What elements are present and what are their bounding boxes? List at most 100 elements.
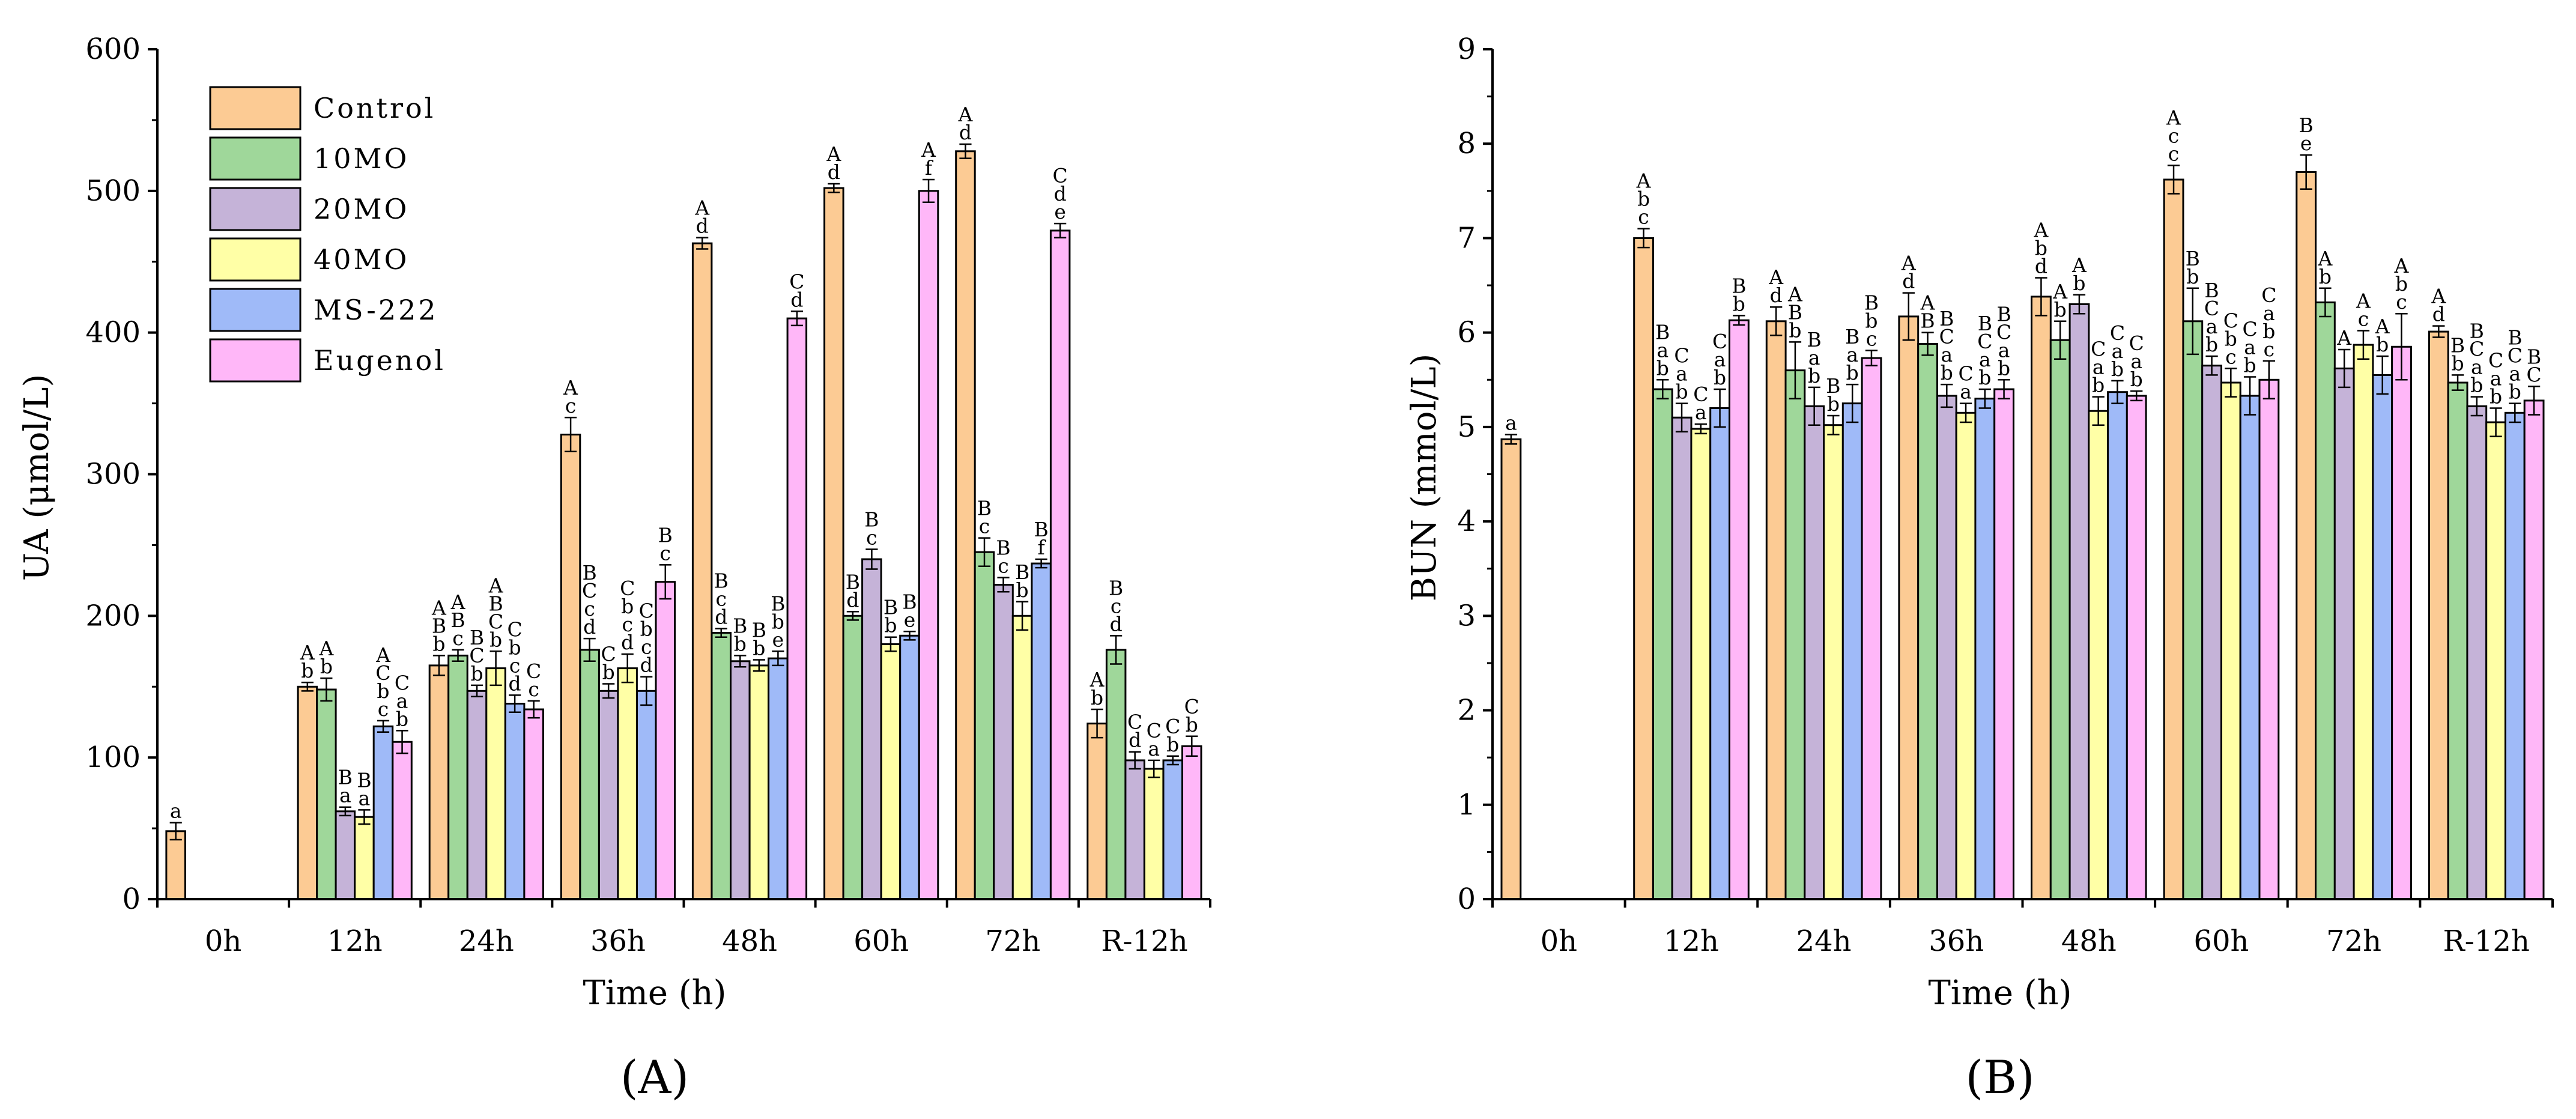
legend-swatch-40MO	[209, 237, 302, 282]
bar-a-10MO-12h	[316, 688, 337, 900]
bar-b-MS-222-48h	[2107, 391, 2128, 900]
bar-b-20MO-60h	[2201, 365, 2222, 900]
bar-a-10MO-72h	[974, 551, 995, 900]
error-bar-a-Control-12h	[301, 681, 314, 692]
bar-b-Eugenol-72h	[2391, 345, 2412, 900]
bar-b-MS-222-60h	[2239, 395, 2261, 900]
bar-a-20MO-24h	[466, 690, 488, 900]
error-bar-b-10MO-72h	[2319, 287, 2332, 318]
bar-b-40MO-48h	[2088, 410, 2109, 900]
legend-swatch-Control	[209, 86, 302, 130]
error-bar-b-10MO-48h	[2054, 320, 2067, 360]
panel-b-label: (B)	[1965, 1051, 2034, 1104]
error-bar-b-MS-222-48h	[2111, 380, 2124, 404]
error-bar-b-Eugenol-24h	[1865, 350, 1878, 366]
x-tick-label-a-0h: 0h	[205, 924, 241, 958]
x-tick-label-a-36h: 36h	[590, 924, 646, 958]
x-tick-label-b-36h: 36h	[1929, 924, 1984, 958]
x-tick-label-a-48h: 48h	[722, 924, 777, 958]
error-bar-a-40MO-36h	[621, 653, 634, 684]
bar-b-40MO-36h	[1955, 411, 1977, 900]
y-tick-label-a-400: 400	[85, 316, 141, 350]
error-bar-a-20MO-48h	[734, 655, 747, 668]
error-bar-b-Control-48h	[2035, 277, 2047, 317]
bar-a-MS-222-48h	[768, 657, 789, 900]
bar-b-Eugenol-48h	[2126, 395, 2147, 900]
y-tick-label-b-4: 4	[1457, 505, 1476, 538]
error-bar-a-Eugenol-72h	[1054, 222, 1067, 238]
error-bar-b-Eugenol-48h	[2130, 390, 2143, 402]
bar-b-40MO-72h	[2353, 344, 2374, 900]
bar-b-Eugenol-60h	[2258, 378, 2280, 900]
error-bar-b-40MO-24h	[1827, 414, 1840, 435]
bar-b-10MO-60h	[2182, 320, 2204, 900]
error-bar-a-Eugenol-48h	[790, 311, 804, 327]
bar-a-Control-60h	[823, 187, 844, 900]
panel-b-xlabel: Time (h)	[1928, 974, 2071, 1013]
error-bar-a-40MO-24h	[489, 650, 502, 687]
panel-a-axes: 0 100 200 300 400 500 600 0h 12h 24h 36h 48h 60h 72h R…	[85, 32, 1211, 958]
error-bar-a-MS-222-R-12h	[1166, 755, 1179, 766]
bar-a-40MO-12h	[354, 816, 375, 900]
bar-b-Eugenol-24h	[1861, 357, 1882, 900]
error-bar-b-MS-222-24h	[1846, 383, 1859, 423]
y-tick-label-b-1: 1	[1457, 788, 1476, 822]
x-tick-label-b-48h: 48h	[2061, 924, 2117, 958]
panel-b-axes: 0 1 2 3 4 5 6 7 8 9 0h 12h 24h 36h 48h 60h 72h R-12h	[1457, 32, 2554, 958]
significance-label-b-Control-0h: a	[1505, 411, 1517, 434]
bar-b-Eugenol-36h	[1993, 388, 2014, 900]
error-bar-a-Control-60h	[828, 183, 840, 193]
bar-a-Eugenol-72h	[1049, 229, 1071, 900]
bar-b-MS-222-12h	[1709, 407, 1730, 900]
bar-a-Eugenol-48h	[786, 317, 808, 900]
bar-b-Control-36h	[1898, 315, 1920, 900]
error-bar-a-40MO-R-12h	[1148, 759, 1160, 778]
bar-b-Control-24h	[1765, 320, 1787, 900]
bar-a-20MO-60h	[861, 558, 882, 900]
error-bar-a-20MO-72h	[997, 577, 1010, 593]
error-bar-b-Control-72h	[2300, 154, 2312, 190]
error-bar-b-10MO-12h	[1656, 379, 1669, 399]
error-bar-b-Control-36h	[1902, 292, 1915, 341]
error-bar-a-20MO-12h	[339, 806, 352, 817]
error-bar-a-Eugenol-R-12h	[1186, 735, 1198, 757]
error-bar-b-Control-60h	[2167, 165, 2180, 195]
bar-a-Eugenol-36h	[655, 581, 676, 900]
bar-b-20MO-48h	[2068, 303, 2090, 900]
error-bar-a-20MO-R-12h	[1129, 751, 1141, 770]
bar-a-20MO-72h	[993, 584, 1014, 900]
panel-a-xlabel: Time (h)	[583, 974, 726, 1013]
error-bar-a-40MO-60h	[884, 636, 897, 652]
error-bar-a-Eugenol-60h	[922, 178, 935, 203]
bar-b-10MO-12h	[1652, 388, 1673, 900]
